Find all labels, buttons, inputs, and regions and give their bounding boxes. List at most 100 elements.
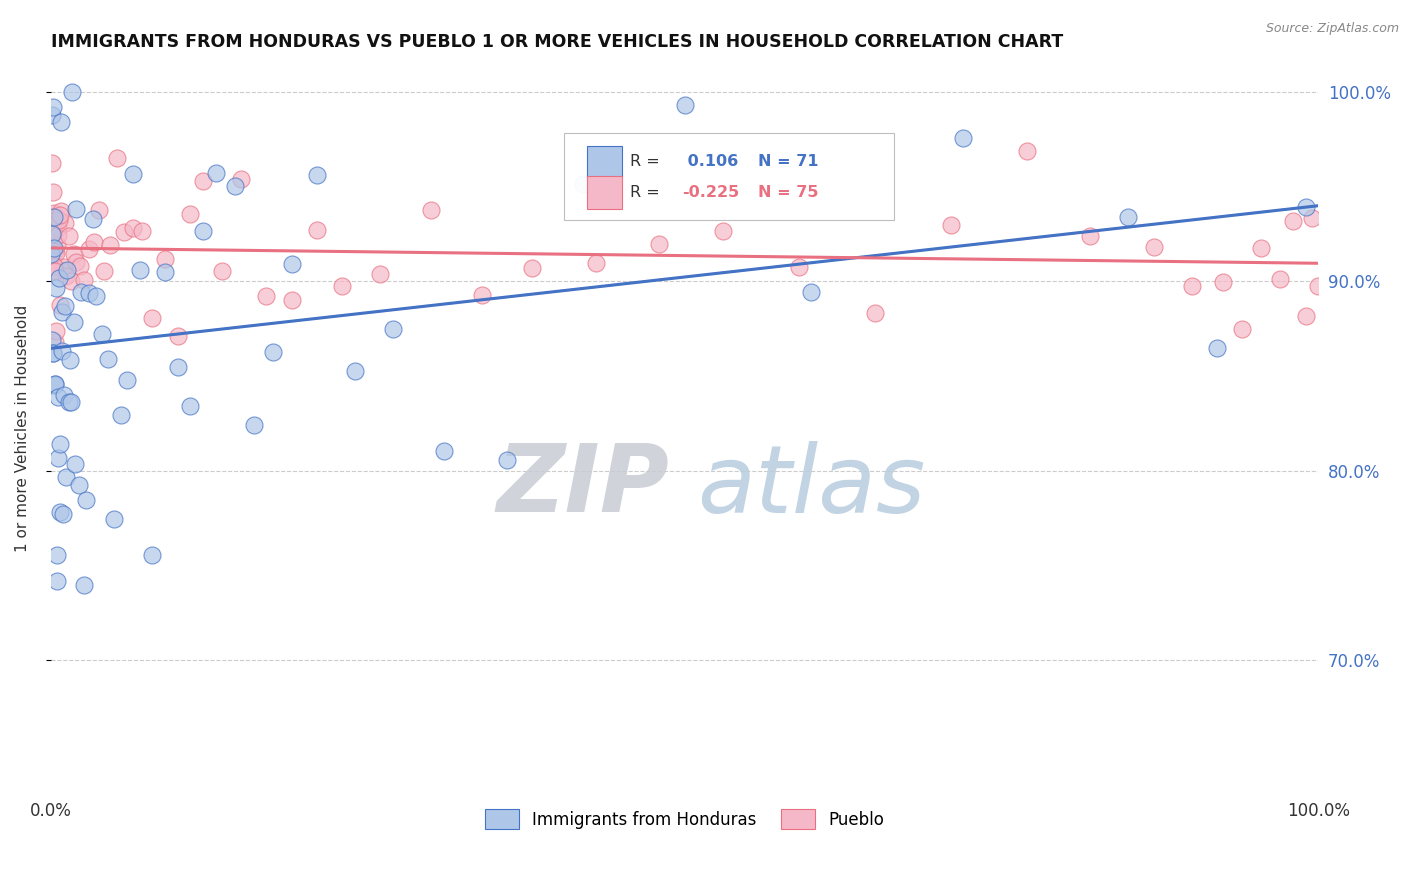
Point <box>1180 279 1202 293</box>
Point <box>141 310 163 325</box>
Point <box>800 285 823 299</box>
Point <box>75 492 97 507</box>
Point <box>62 315 84 329</box>
Point <box>44 264 66 278</box>
Text: R =: R = <box>630 154 665 169</box>
Point <box>55 269 77 284</box>
Point <box>83 235 105 250</box>
Point <box>45 281 67 295</box>
Point <box>41 227 63 242</box>
Point <box>44 335 66 350</box>
Point <box>42 245 65 260</box>
Point <box>1295 309 1317 323</box>
Point <box>1078 228 1101 243</box>
Point <box>1308 279 1330 293</box>
Point <box>122 167 145 181</box>
Point <box>44 244 66 258</box>
Point <box>52 507 75 521</box>
Point <box>224 178 246 193</box>
Text: IMMIGRANTS FROM HONDURAS VS PUEBLO 1 OR MORE VEHICLES IN HOUSEHOLD CORRELATION C: IMMIGRANTS FROM HONDURAS VS PUEBLO 1 OR … <box>51 33 1063 51</box>
Point <box>42 346 65 360</box>
Point <box>48 298 70 312</box>
Point <box>305 222 328 236</box>
Point <box>51 344 73 359</box>
Point <box>673 97 696 112</box>
Point <box>105 151 128 165</box>
Point <box>44 241 66 255</box>
Point <box>42 186 65 200</box>
Point <box>262 344 284 359</box>
Point <box>420 203 443 218</box>
Text: ZIP: ZIP <box>496 441 669 533</box>
Point <box>648 237 671 252</box>
Point <box>48 437 70 451</box>
Point <box>42 210 65 224</box>
Point <box>254 289 277 303</box>
Point <box>45 324 67 338</box>
Point <box>41 227 63 241</box>
Point <box>63 457 86 471</box>
Point <box>48 213 70 227</box>
Point <box>41 264 63 278</box>
Point <box>42 259 65 273</box>
Point <box>433 444 456 458</box>
Point <box>97 352 120 367</box>
Point <box>48 271 70 285</box>
Point <box>1015 144 1038 158</box>
Point <box>67 478 90 492</box>
Point <box>58 229 80 244</box>
Point <box>59 353 82 368</box>
Point <box>1270 271 1292 285</box>
Point <box>42 242 65 256</box>
Text: atlas: atlas <box>697 441 925 532</box>
Point <box>46 220 69 235</box>
Point <box>863 306 886 320</box>
Point <box>46 238 69 252</box>
Text: N = 71: N = 71 <box>758 154 818 169</box>
Point <box>49 208 72 222</box>
Point <box>585 256 607 270</box>
Point <box>65 202 87 216</box>
Point <box>52 260 75 274</box>
Point <box>87 202 110 217</box>
Point <box>330 278 353 293</box>
Point <box>41 155 63 169</box>
Point <box>131 224 153 238</box>
Point <box>1142 240 1164 254</box>
Point <box>1212 275 1234 289</box>
Point <box>58 395 80 409</box>
Point <box>55 469 77 483</box>
Point <box>45 246 67 260</box>
Point <box>153 264 176 278</box>
Point <box>191 173 214 187</box>
Point <box>51 304 73 318</box>
Point <box>952 131 974 145</box>
Point <box>49 115 72 129</box>
Point <box>471 288 494 302</box>
Point <box>122 221 145 235</box>
Point <box>46 548 69 562</box>
Point <box>382 322 405 336</box>
Point <box>42 209 65 223</box>
Point <box>86 289 108 303</box>
Point <box>48 451 70 466</box>
FancyBboxPatch shape <box>564 133 894 220</box>
Point <box>73 578 96 592</box>
Point <box>211 264 233 278</box>
Point <box>70 285 93 299</box>
Point <box>49 203 72 218</box>
Point <box>1301 211 1323 226</box>
Point <box>179 207 201 221</box>
Point <box>44 377 66 392</box>
Point <box>77 242 100 256</box>
Point <box>41 333 63 347</box>
Point <box>41 245 63 260</box>
Point <box>60 395 83 409</box>
Point <box>73 273 96 287</box>
Point <box>496 453 519 467</box>
Point <box>112 225 135 239</box>
Text: Source: ZipAtlas.com: Source: ZipAtlas.com <box>1265 22 1399 36</box>
Point <box>229 171 252 186</box>
Point <box>49 505 72 519</box>
Point <box>1282 214 1305 228</box>
